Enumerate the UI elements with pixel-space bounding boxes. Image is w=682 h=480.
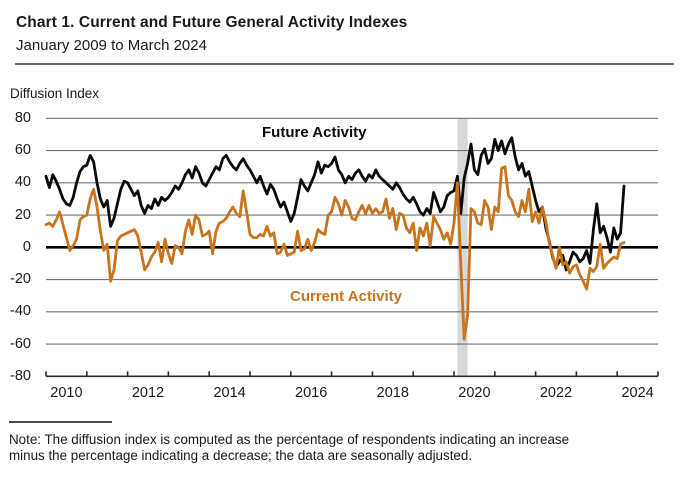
y-axis-tick-label: -60 [10, 335, 31, 352]
current-activity-line [44, 165, 626, 341]
y-axis-tick-label: 20 [14, 206, 31, 223]
y-axis-tick-label: -40 [10, 303, 31, 320]
x-axis-year-label: 2012 [131, 385, 165, 401]
y-axis-unit-label: Diffusion Index [10, 86, 100, 101]
title-separator-rule [15, 63, 674, 65]
note-text-line-1: Note: The diffusion index is computed as… [9, 432, 570, 447]
x-axis-year-label: 2014 [213, 385, 246, 401]
gridlines [46, 117, 658, 345]
x-axis-year-label: 2010 [50, 385, 83, 401]
x-axis-year-label: 2020 [458, 385, 491, 401]
x-axis-year-label: 2024 [621, 385, 654, 401]
y-axis-tick-label: 40 [14, 174, 31, 191]
y-axis-tick-label: -80 [10, 367, 31, 384]
chart-title: Chart 1. Current and Future General Acti… [16, 14, 408, 31]
note-text-line-2: minus the percentage indicating a decrea… [9, 448, 473, 463]
x-axis-year-label: 2018 [376, 385, 409, 401]
legend-label-future-activity: Future Activity [262, 124, 367, 141]
x-axis-year-label: 2022 [539, 385, 573, 401]
future-activity-line [44, 136, 626, 272]
x-axis [45, 371, 659, 378]
legend-label-current-activity: Current Activity [290, 288, 402, 305]
y-axis-tick-label: 0 [22, 238, 31, 255]
chart-subtitle: January 2009 to March 2024 [16, 37, 207, 54]
note-separator-rule [9, 421, 112, 423]
y-axis-tick-label: -20 [10, 271, 31, 288]
y-axis-tick-label: 80 [14, 109, 31, 126]
x-axis-year-label: 2016 [295, 385, 328, 401]
y-axis-tick-label: 60 [14, 142, 31, 159]
